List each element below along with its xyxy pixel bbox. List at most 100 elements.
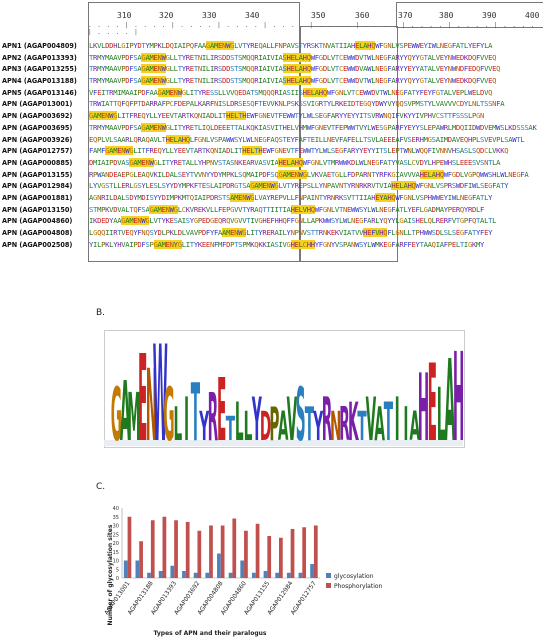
y-tick-label: 10	[113, 559, 119, 565]
bar-glycosylation	[251, 572, 256, 578]
motif-highlight: GAMENW	[157, 87, 182, 97]
x-axis-label: Types of APN and their paralogus	[154, 630, 267, 637]
bar-phosphorylation	[127, 516, 132, 578]
motif-highlight: GAMENWG	[121, 216, 150, 226]
ruler-tick: 390	[482, 11, 497, 20]
logo-letter: A	[374, 398, 385, 446]
bar-glycosylation	[205, 572, 210, 578]
motif-highlight: GAMENWG	[278, 169, 307, 179]
logo-letter: M	[127, 380, 141, 446]
glycosylation-chart: 0510152025303540AGAP013001AGAP013188AGAP…	[103, 506, 383, 637]
alignment-region-box	[300, 26, 398, 262]
bar-phosphorylation	[290, 529, 295, 578]
sequence-row: STMPKVDVALTQFSAGAMENWGLCKVREKVLLFEPGVVTY…	[89, 204, 485, 214]
motif-highlight: SHELAHQ	[282, 52, 311, 62]
ruler-tick: 360	[355, 11, 370, 20]
sequence-logo	[104, 330, 465, 448]
logo-letter: I	[395, 386, 400, 446]
motif-highlight: GAMENYG	[153, 239, 182, 249]
bar-phosphorylation	[209, 525, 213, 578]
alignment-region-box	[88, 2, 300, 262]
bar-glycosylation	[217, 553, 221, 578]
bar-glycosylation	[123, 560, 128, 578]
logo-letter: I	[184, 386, 189, 446]
logo-letter: V	[366, 386, 377, 446]
logo-letter: T	[191, 368, 200, 446]
bar-phosphorylation	[220, 525, 225, 578]
logo-baseline	[104, 440, 463, 446]
logo-letter: R	[339, 398, 350, 446]
motif-highlight: HELAHQ	[391, 181, 416, 191]
sequence-name: APN (AGAP003926)	[2, 134, 73, 144]
bar-phosphorylation	[244, 530, 248, 578]
bar-phosphorylation	[197, 530, 202, 578]
logo-letter: A	[278, 404, 289, 446]
y-tick-label: 20	[113, 541, 119, 547]
legend-label: glycosylation	[334, 573, 374, 580]
bar-glycosylation	[147, 572, 151, 578]
y-tick-label: 5	[116, 567, 119, 573]
logo-letter: L	[235, 392, 244, 446]
motif-highlight: ELAHQ	[355, 41, 376, 50]
bar-glycosylation	[240, 560, 245, 578]
motif-highlight: SHELAHQ	[282, 76, 311, 86]
sequence-logo-letters: GAMENWGLITYRETLLYDPAVSTYRNRKTVATIIAHELAH	[111, 330, 463, 446]
sequence-row: TRMYMAAVPDFSAGAMENWGLLTYRETNILIRSDDSTSMQ…	[89, 64, 501, 74]
motif-highlight: HELVHQ	[290, 204, 315, 214]
logo-letter: A	[409, 404, 420, 446]
sequence-name: APN (AGAP012757)	[2, 146, 73, 156]
logo-letter: N	[330, 404, 341, 446]
bar-phosphorylation	[232, 518, 237, 578]
bar-phosphorylation	[267, 536, 272, 578]
ruler-tick: 340	[245, 11, 260, 20]
logo-letter: E	[138, 330, 147, 446]
bar-glycosylation	[158, 571, 163, 578]
sequence-name: APN (AGAP003692)	[2, 111, 73, 121]
bar-glycosylation	[193, 572, 198, 578]
logo-letter: P	[269, 398, 279, 446]
motif-highlight: HELTH	[242, 146, 263, 156]
sequence-name: APN (AGAP013150)	[2, 204, 73, 214]
ruler-tick: 370	[398, 11, 413, 20]
bar-phosphorylation	[174, 520, 178, 578]
logo-letter: L	[437, 373, 446, 446]
motif-highlight: GAMENW	[141, 76, 166, 86]
sequence-name: APN (AGAP012984)	[2, 181, 73, 191]
alignment-panel: 310 320 330 340 350 360 370 380 390 400 . . . . |…	[0, 0, 543, 268]
ruler-tick: 400	[525, 11, 540, 20]
y-axis-label: Number of glycosylation sites	[107, 524, 114, 625]
bar-glycosylation	[182, 571, 186, 578]
bar-glycosylation	[275, 572, 280, 578]
sequence-row: TRMYMAAVPDFSAGAMENWGLLTYRETNILIRSDDSTSMQ…	[89, 76, 497, 86]
logo-letter: D	[260, 404, 271, 446]
ruler-dots: . . . . | . . . . | . . . . | . . . . | …	[88, 22, 536, 36]
motif-highlight: HELAHQ	[302, 87, 327, 97]
sequence-row: EQPLVLSAARLQRAQAVLTHELAHQLFGNLVSPAWWSYLW…	[89, 134, 525, 144]
motif-highlight: GAMENWG	[89, 111, 118, 121]
bar-phosphorylation	[302, 527, 307, 578]
y-tick-label: 35	[113, 515, 119, 521]
logo-letter: L	[173, 398, 182, 446]
logo-letter: R	[208, 380, 219, 446]
motif-highlight: AMENWG	[222, 228, 247, 237]
motif-highlight: HELTH	[226, 111, 247, 121]
bar-phosphorylation	[313, 525, 318, 578]
sequence-row: GAMENWGLITFREQYLLYEEVTARTKQNIADLITHELTHE…	[89, 111, 485, 121]
legend-label: Phosphorylation	[334, 583, 383, 590]
motif-highlight: GAMENW	[141, 52, 166, 62]
motif-highlight: HEFVHQ	[363, 228, 388, 237]
ruler-tick: 380	[439, 11, 454, 20]
logo-letter: N	[146, 348, 157, 446]
logo-letter: T	[384, 392, 394, 446]
sequence-row: TRWIATTQFQFPTDARRAFPCFDEPALKARFNISLDRSES…	[89, 99, 505, 109]
ruler-tick: 310	[117, 11, 132, 20]
y-tick-label: 40	[113, 506, 119, 512]
logo-letter: Y	[313, 404, 324, 446]
motif-highlight: HELAHQ	[165, 134, 190, 144]
sequence-row: LGQQIIRTVEQYFNQSYDLPKLDLVAVPDFYFAAMENWGL…	[89, 228, 493, 237]
sequence-name: APN3 (AGAP013255)	[2, 64, 77, 74]
logo-letter: T	[305, 398, 315, 446]
sequence-name: APN (AGAP013155)	[2, 169, 73, 179]
logo-letter: S	[296, 373, 306, 446]
bar-phosphorylation	[255, 523, 260, 578]
